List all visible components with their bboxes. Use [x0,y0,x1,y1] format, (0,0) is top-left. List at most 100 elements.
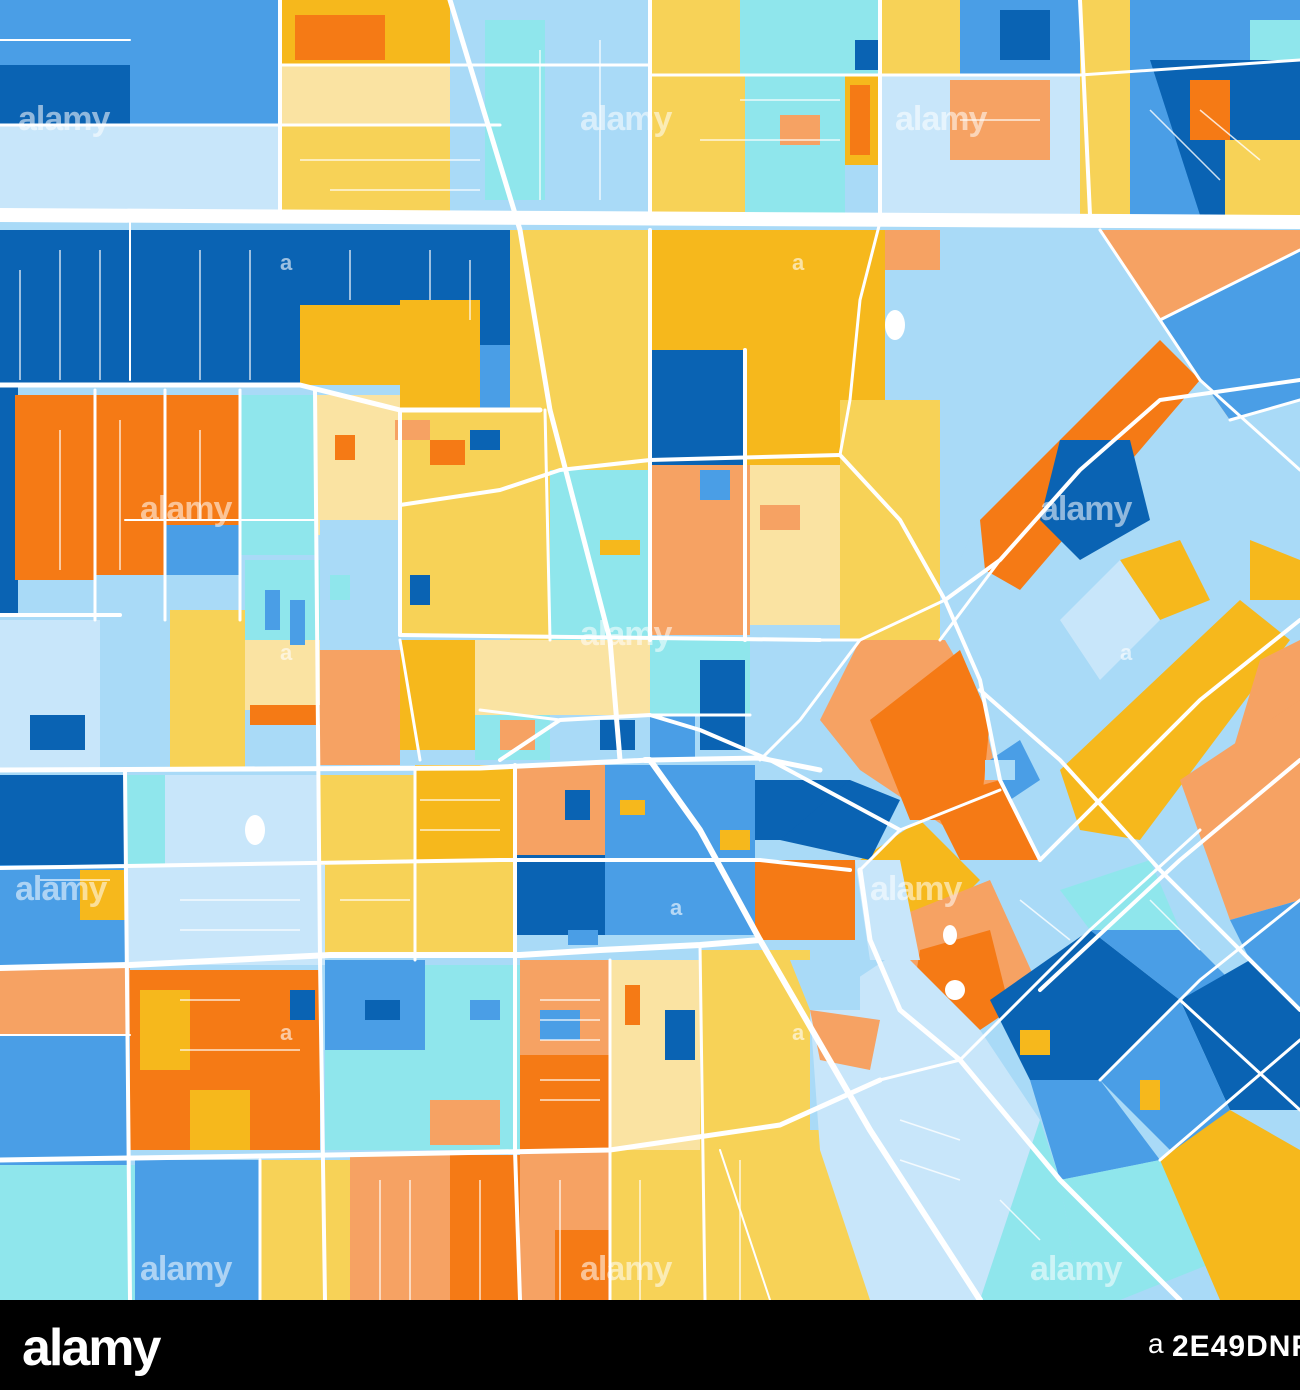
map-block [1225,140,1300,215]
map-block [140,990,190,1070]
map-block [1090,930,1240,1000]
map-block [450,0,650,215]
map-block [1060,560,1160,680]
map-block [0,775,125,865]
map-road [543,408,552,642]
map-block [930,780,1040,860]
map-road [642,757,983,1300]
map-block [15,395,95,580]
map-block [1040,440,1150,560]
map-road [0,382,543,413]
map-block [850,85,870,155]
map-road [648,58,1300,77]
map-block [720,830,750,850]
map-block [620,800,645,815]
map-road [818,598,947,642]
map-street [1019,899,1071,941]
map-block [295,15,385,60]
map-street [999,1199,1041,1241]
map-block [610,1150,710,1300]
map-block [190,1090,250,1150]
map-block [165,395,240,525]
image-id: 2E49DNF [1172,1330,1300,1363]
map-block [80,870,125,920]
pond [943,925,957,945]
map-block [475,640,650,715]
map-block [125,775,165,865]
map-street [899,1119,961,1141]
map-block [485,20,545,200]
map-block [245,560,320,640]
map-block [1160,1110,1300,1300]
map-block [600,540,640,555]
map-block [715,785,750,815]
map-block [260,1160,350,1300]
map-block [1250,540,1300,600]
map-road [1078,0,1092,217]
footer-bar: alamy a 2E49DNF [0,1300,1300,1390]
map-road [1228,398,1300,422]
map-block [650,75,745,215]
alamy-mark-icon: a [1148,1328,1164,1359]
map-block [470,1000,500,1020]
pond [945,980,965,1000]
map-block [0,1165,135,1300]
map-block [605,765,660,935]
map-block [1230,400,1300,560]
map-block [665,1010,695,1060]
map-block [430,1100,500,1145]
map-block [700,470,730,500]
map-block [700,950,810,1150]
map-block [790,960,860,1010]
map-block [1120,540,1210,620]
map-block [625,985,640,1025]
map-block [400,300,480,410]
map-block [240,395,315,555]
map-block [450,1155,520,1300]
map-road [513,763,522,1300]
map-block [40,715,85,750]
map-block [320,775,415,865]
map-block [20,580,95,610]
pond [245,815,265,845]
map-road [1038,758,1300,992]
map-block [245,640,320,710]
map-block [1020,1030,1050,1055]
map-block [335,435,355,460]
map-block [165,775,320,865]
map-block [515,855,605,935]
map-block [290,600,305,645]
map-block [365,1000,400,1020]
map-road [313,388,322,962]
map-block [125,865,325,965]
map-block [0,65,130,125]
map-road [447,0,623,763]
map-block [1190,80,1230,140]
map-road [719,1149,771,1300]
map-street [1149,899,1201,951]
map-block [1160,250,1300,420]
map-road [0,208,1300,229]
map-block [325,865,415,955]
map-block [840,400,940,640]
map-block [265,590,280,630]
map-block [980,1120,1080,1300]
map-roads [0,0,1300,1300]
map-road [857,867,1183,1300]
map-road [878,1058,962,1082]
map-block [500,720,535,750]
map-block [1230,900,1300,1010]
map-block [700,660,745,750]
map-road [318,958,327,1300]
map-street [1199,109,1261,161]
map-block [0,965,130,1035]
map-block [315,395,400,535]
map-block [870,650,990,820]
map-block [1000,10,1050,60]
map-block [880,0,960,75]
map-block [415,765,515,860]
map-block [650,0,740,75]
map-road [758,638,862,762]
map-street [899,1159,961,1181]
map-block [130,0,280,125]
